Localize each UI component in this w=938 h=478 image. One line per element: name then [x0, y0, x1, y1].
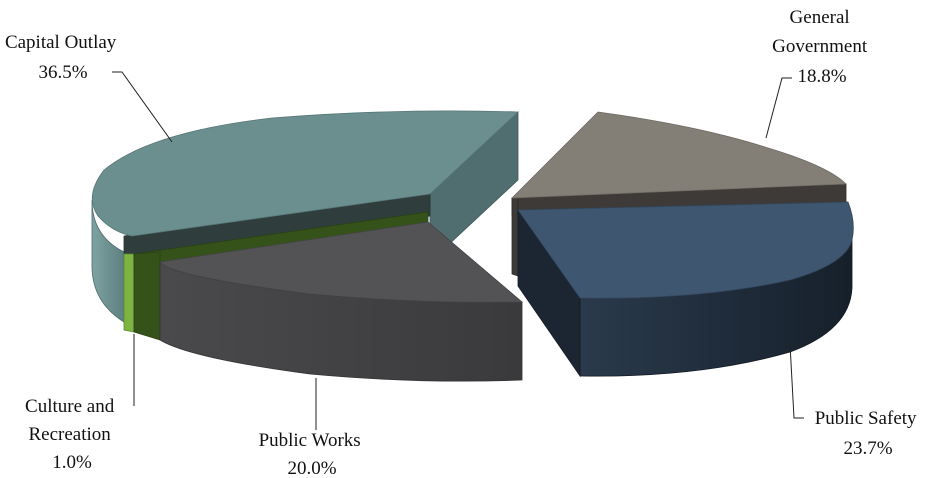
label-general-government-name-1: General: [790, 7, 850, 28]
label-public-safety: Public Safety 23.7%: [815, 408, 922, 459]
label-public-safety-name: Public Safety: [815, 408, 917, 429]
label-culture-name-1: Culture and: [25, 396, 115, 417]
culture-front-face: [134, 252, 160, 340]
general-government-top: [512, 112, 846, 198]
leader-capital-outlay: [112, 72, 172, 142]
label-public-safety-value: 23.7%: [843, 438, 892, 459]
leader-general-government: [766, 78, 792, 138]
label-general-government: General Government 18.8%: [772, 7, 872, 87]
label-public-works-name: Public Works: [259, 430, 361, 451]
label-culture-name-2: Recreation: [28, 424, 111, 445]
label-culture-and-recreation: Culture and Recreation 1.0%: [25, 396, 119, 473]
label-public-works: Public Works 20.0%: [259, 430, 366, 478]
leader-public-safety: [790, 344, 804, 418]
label-culture-value: 1.0%: [52, 452, 92, 473]
label-capital-outlay: Capital Outlay 36.5%: [5, 32, 121, 83]
label-capital-outlay-name: Capital Outlay: [5, 32, 117, 53]
label-public-works-value: 20.0%: [287, 458, 336, 478]
culture-side: [124, 254, 134, 332]
label-capital-outlay-value: 36.5%: [38, 62, 87, 83]
slice-public-safety: [518, 202, 853, 376]
general-government-inner-face: [512, 198, 518, 276]
label-general-government-value: 18.8%: [797, 66, 846, 87]
label-general-government-name-2: Government: [772, 36, 868, 57]
